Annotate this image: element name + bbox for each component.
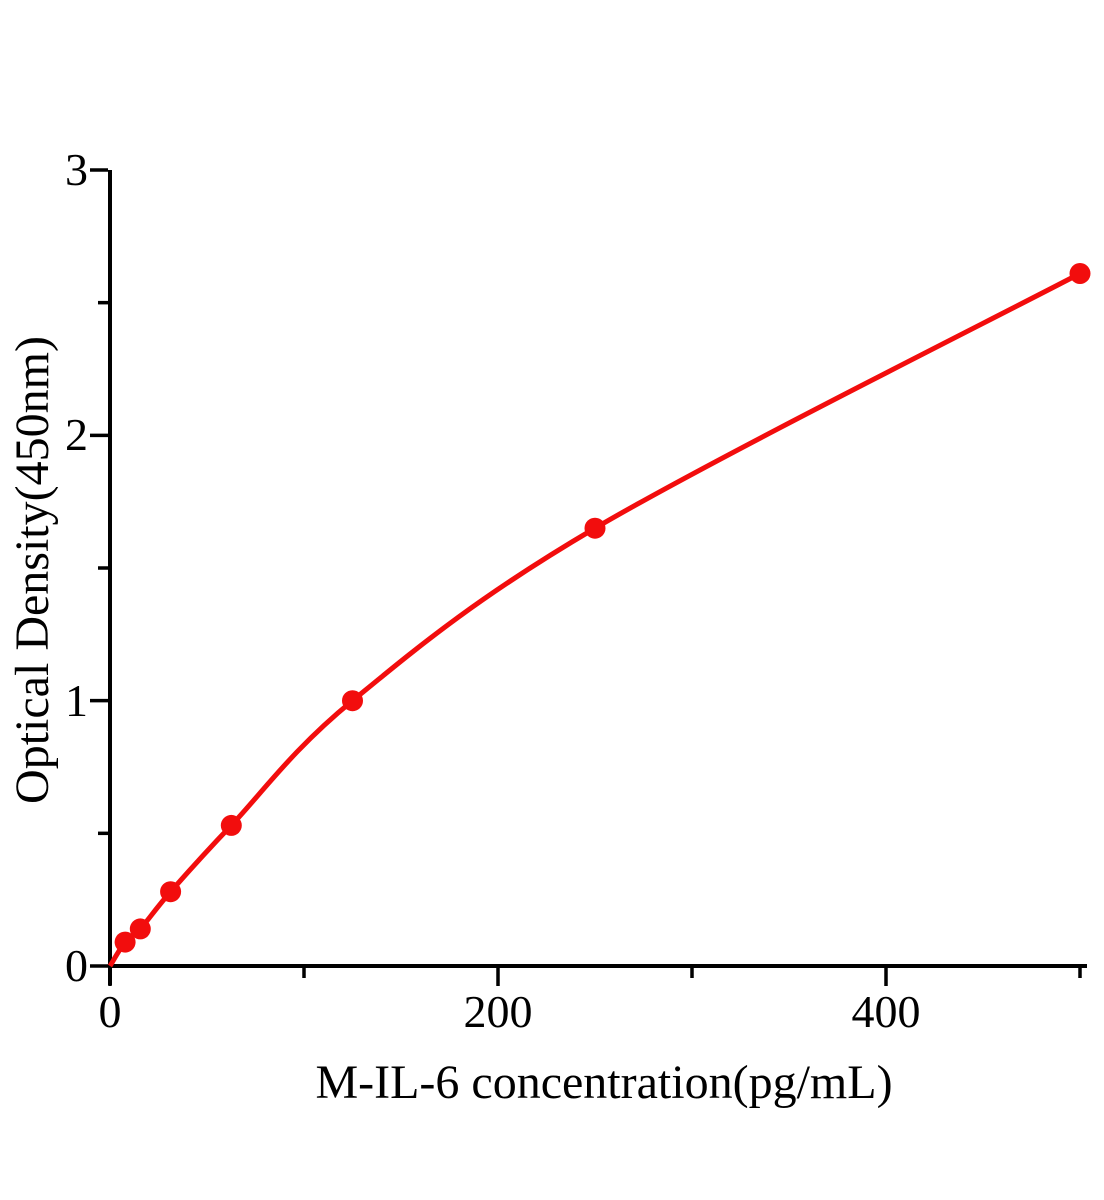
data-point-marker (584, 517, 606, 539)
data-point-marker (129, 918, 151, 940)
standard-curve-line (107, 271, 1082, 968)
y-tick-label: 1 (65, 674, 88, 726)
x-tick-label: 0 (98, 986, 122, 1037)
y-axis-title: Optical Density(450nm) (6, 336, 59, 804)
y-tick-label: 3 (65, 144, 88, 195)
data-point-marker (114, 931, 136, 953)
x-axis-title: M-IL-6 concentration(pg/mL) (315, 1056, 893, 1109)
data-point-marker (220, 814, 242, 836)
y-tick-label: 2 (65, 409, 88, 461)
x-tick-label: 400 (851, 986, 921, 1037)
data-point-marker (1069, 263, 1091, 284)
y-tick-label: 0 (65, 940, 88, 991)
data-point-marker (342, 690, 363, 712)
x-tick-label: 200 (463, 986, 533, 1037)
data-point-marker (160, 881, 182, 903)
